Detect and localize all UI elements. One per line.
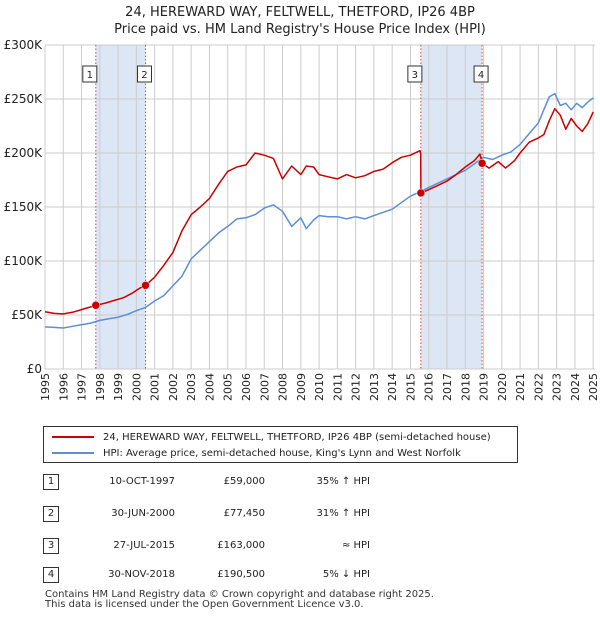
sale-number: 3 [43, 538, 59, 554]
x-tick-label: 1997 [76, 373, 89, 401]
legend-item-hpi: HPI: Average price, semi-detached house,… [52, 445, 461, 461]
sale-hpi-comparison: 31% ↑ HPI [316, 508, 370, 519]
y-tick-label: £0 [27, 362, 42, 376]
sale-number-boxes: 1 2 3 4 [82, 65, 489, 83]
sale-number-box [136, 65, 152, 83]
sale-hpi-comparison: 35% ↑ HPI [316, 476, 370, 487]
sale-date: 27-JUL-2015 [113, 540, 175, 551]
x-tick-label: 2009 [295, 373, 308, 401]
sale-point [416, 188, 426, 198]
x-tick-label: 2003 [185, 373, 198, 401]
price-chart: 1 2 3 4 £0 £50K £100K £150K £200K £250K £300K 199… [4, 38, 600, 401]
grid [44, 44, 595, 370]
x-tick-label: 2013 [368, 373, 381, 401]
x-tick-label: 2025 [587, 373, 600, 401]
sale-row: 4 30-NOV-2018 £190,500 5% ↓ HPI [0, 567, 600, 585]
x-tick-label: 1995 [39, 373, 52, 401]
x-tick-label: 2024 [569, 373, 582, 401]
y-tick-label: £50K [11, 308, 43, 322]
y-axis-ticks: £0 £50K £100K £150K £200K £250K £300K [4, 38, 44, 376]
x-tick-label: 2021 [514, 373, 527, 401]
x-tick-label: 2023 [551, 373, 564, 401]
x-tick-label: 2017 [441, 373, 454, 401]
y-tick-label: £200K [4, 146, 44, 160]
x-tick-label: 1998 [94, 373, 107, 401]
x-tick-label: 2005 [222, 373, 235, 401]
sale-point [477, 159, 487, 168]
sale-number-box [407, 65, 423, 83]
x-tick-label: 2022 [532, 373, 545, 401]
sale-number-label: 3 [412, 70, 418, 81]
x-tick-label: 2011 [331, 373, 344, 401]
y-tick-label: £300K [4, 38, 44, 52]
x-tick-label: 2019 [478, 373, 491, 401]
y-tick-label: £250K [4, 92, 44, 106]
sale-hpi-comparison: ≈ HPI [341, 540, 370, 551]
x-tick-label: 2008 [277, 373, 290, 401]
chart-subtitle: Price paid vs. HM Land Registry's House … [114, 22, 486, 37]
sale-number: 2 [43, 506, 59, 522]
sale-vlines [95, 45, 483, 369]
footer: Contains HM Land Registry data © Crown c… [45, 590, 434, 610]
x-tick-label: 2002 [167, 373, 180, 401]
x-tick-label: 2001 [149, 373, 162, 401]
x-tick-label: 2018 [459, 373, 472, 401]
x-tick-label: 2020 [496, 373, 509, 401]
sale-number-label: 2 [141, 70, 147, 81]
x-tick-label: 1999 [112, 373, 125, 401]
x-tick-label: 2012 [350, 373, 363, 401]
footer-copyright: Contains HM Land Registry data © Crown c… [45, 589, 434, 600]
footer-licence: This data is licensed under the Open Gov… [45, 599, 364, 610]
legend-swatch-hpi [52, 452, 94, 454]
hpi-line [44, 92, 594, 329]
sale-date: 30-NOV-2018 [108, 569, 175, 580]
y-tick-label: £100K [4, 254, 44, 268]
x-tick-label: 2006 [240, 373, 253, 401]
legend: 24, HEREWARD WAY, FELTWELL, THETFORD, IP… [43, 426, 518, 463]
y-tick-label: £150K [4, 200, 44, 214]
sale-number: 1 [43, 474, 59, 490]
sale-date: 10-OCT-1997 [109, 476, 175, 487]
sale-row: 3 27-JUL-2015 £163,000 ≈ HPI [0, 538, 600, 556]
x-tick-label: 2000 [130, 373, 143, 401]
x-tick-label: 2004 [203, 373, 216, 401]
sale-number: 4 [43, 567, 59, 583]
sale-price: £190,500 [217, 569, 265, 580]
x-tick-label: 2010 [313, 373, 326, 401]
sale-price: £59,000 [223, 476, 265, 487]
sale-number-label: 4 [478, 70, 484, 81]
sale-point [141, 281, 150, 290]
sale-number-box [82, 65, 98, 83]
sale-point [91, 301, 101, 310]
x-tick-label: 2007 [258, 373, 271, 401]
sale-date: 30-JUN-2000 [111, 508, 175, 519]
legend-label-property: 24, HEREWARD WAY, FELTWELL, THETFORD, IP… [103, 431, 491, 443]
sale-row: 2 30-JUN-2000 £77,450 31% ↑ HPI [0, 506, 600, 524]
sale-number-label: 1 [87, 70, 93, 81]
sale-price: £77,450 [223, 508, 265, 519]
chart-title: 24, HEREWARD WAY, FELTWELL, THETFORD, IP… [125, 5, 475, 20]
sale-number-box [473, 65, 489, 83]
x-tick-label: 2014 [386, 373, 399, 401]
legend-label-hpi: HPI: Average price, semi-detached house,… [103, 447, 461, 459]
legend-swatch-property [52, 436, 94, 438]
x-axis-ticks: 1995 1996 1997 1998 1999 2000 2001 2002 2003 2004… [39, 373, 600, 401]
sale-row: 1 10-OCT-1997 £59,000 35% ↑ HPI [0, 474, 600, 492]
legend-item-property: 24, HEREWARD WAY, FELTWELL, THETFORD, IP… [52, 429, 491, 445]
x-tick-label: 2016 [423, 373, 436, 401]
x-tick-label: 1996 [57, 373, 70, 401]
sale-points [91, 159, 487, 310]
x-tick-label: 2015 [404, 373, 417, 401]
sale-price: £163,000 [217, 540, 265, 551]
sale-hpi-comparison: 5% ↓ HPI [322, 569, 370, 580]
